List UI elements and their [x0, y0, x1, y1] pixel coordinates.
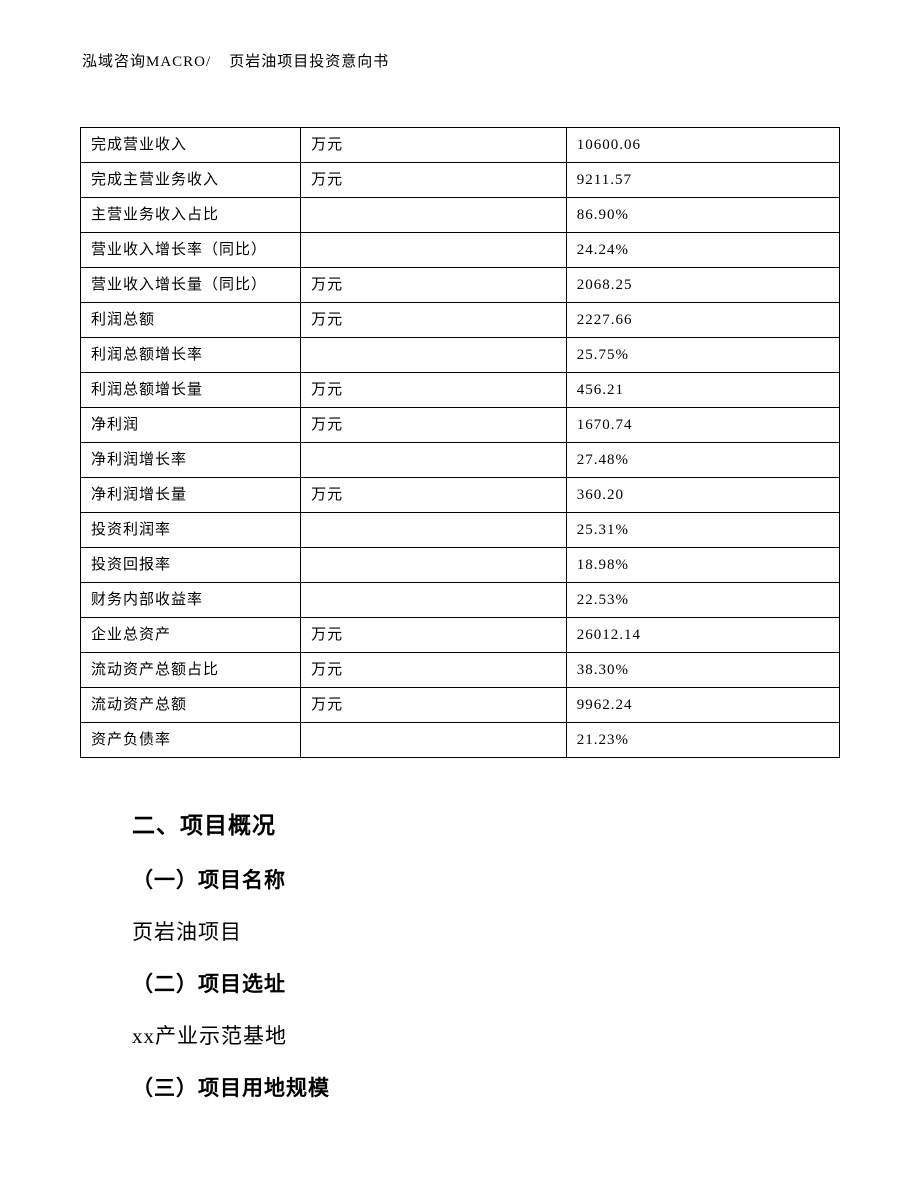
- page: 泓域咨询MACRO/页岩油项目投资意向书 完成营业收入 万元 10600.06 …: [0, 0, 920, 1191]
- cell-unit: 万元: [301, 688, 567, 723]
- sub-heading-2: （二）项目选址: [132, 968, 800, 998]
- cell-label: 流动资产总额: [81, 688, 301, 723]
- cell-label: 净利润: [81, 408, 301, 443]
- paragraph: xx产业示范基地: [132, 1020, 800, 1050]
- cell-value: 24.24%: [566, 233, 839, 268]
- cell-label: 完成主营业务收入: [81, 163, 301, 198]
- cell-value: 21.23%: [566, 723, 839, 758]
- cell-unit: [301, 198, 567, 233]
- table-row: 财务内部收益率 22.53%: [81, 583, 840, 618]
- cell-label: 投资回报率: [81, 548, 301, 583]
- cell-value: 2227.66: [566, 303, 839, 338]
- cell-label: 投资利润率: [81, 513, 301, 548]
- header-left: 泓域咨询MACRO/: [82, 54, 211, 70]
- cell-unit: 万元: [301, 268, 567, 303]
- table-row: 主营业务收入占比 86.90%: [81, 198, 840, 233]
- cell-value: 9962.24: [566, 688, 839, 723]
- cell-label: 流动资产总额占比: [81, 653, 301, 688]
- cell-value: 9211.57: [566, 163, 839, 198]
- cell-unit: 万元: [301, 373, 567, 408]
- cell-value: 25.31%: [566, 513, 839, 548]
- section-heading: 二、项目概况: [132, 806, 800, 840]
- sub-heading-1: （一）项目名称: [132, 864, 800, 894]
- sub-heading-3: （三）项目用地规模: [132, 1072, 800, 1102]
- table-row: 流动资产总额 万元 9962.24: [81, 688, 840, 723]
- paragraph: 页岩油项目: [132, 916, 800, 946]
- cell-value: 2068.25: [566, 268, 839, 303]
- cell-value: 38.30%: [566, 653, 839, 688]
- table-row: 完成营业收入 万元 10600.06: [81, 128, 840, 163]
- cell-label: 利润总额: [81, 303, 301, 338]
- table-row: 利润总额 万元 2227.66: [81, 303, 840, 338]
- header-right: 页岩油项目投资意向书: [229, 54, 389, 70]
- table-row: 营业收入增长量（同比） 万元 2068.25: [81, 268, 840, 303]
- table-row: 企业总资产 万元 26012.14: [81, 618, 840, 653]
- cell-label: 营业收入增长量（同比）: [81, 268, 301, 303]
- cell-value: 22.53%: [566, 583, 839, 618]
- cell-label: 主营业务收入占比: [81, 198, 301, 233]
- cell-unit: 万元: [301, 618, 567, 653]
- cell-label: 利润总额增长量: [81, 373, 301, 408]
- table-row: 流动资产总额占比 万元 38.30%: [81, 653, 840, 688]
- table-row: 完成主营业务收入 万元 9211.57: [81, 163, 840, 198]
- cell-unit: [301, 233, 567, 268]
- table-row: 利润总额增长量 万元 456.21: [81, 373, 840, 408]
- cell-unit: [301, 548, 567, 583]
- cell-label: 净利润增长量: [81, 478, 301, 513]
- cell-value: 26012.14: [566, 618, 839, 653]
- cell-unit: [301, 443, 567, 478]
- cell-unit: [301, 723, 567, 758]
- table-row: 净利润增长量 万元 360.20: [81, 478, 840, 513]
- table-row: 营业收入增长率（同比） 24.24%: [81, 233, 840, 268]
- table-row: 投资回报率 18.98%: [81, 548, 840, 583]
- cell-unit: [301, 338, 567, 373]
- cell-label: 完成营业收入: [81, 128, 301, 163]
- table-row: 资产负债率 21.23%: [81, 723, 840, 758]
- cell-value: 25.75%: [566, 338, 839, 373]
- cell-unit: 万元: [301, 303, 567, 338]
- cell-label: 资产负债率: [81, 723, 301, 758]
- cell-value: 18.98%: [566, 548, 839, 583]
- cell-value: 456.21: [566, 373, 839, 408]
- table-row: 净利润 万元 1670.74: [81, 408, 840, 443]
- cell-unit: [301, 583, 567, 618]
- cell-unit: 万元: [301, 128, 567, 163]
- cell-value: 86.90%: [566, 198, 839, 233]
- cell-unit: [301, 513, 567, 548]
- cell-label: 企业总资产: [81, 618, 301, 653]
- table-row: 净利润增长率 27.48%: [81, 443, 840, 478]
- cell-value: 10600.06: [566, 128, 839, 163]
- cell-value: 1670.74: [566, 408, 839, 443]
- cell-value: 27.48%: [566, 443, 839, 478]
- page-header: 泓域咨询MACRO/页岩油项目投资意向书: [82, 50, 840, 71]
- cell-label: 净利润增长率: [81, 443, 301, 478]
- cell-value: 360.20: [566, 478, 839, 513]
- cell-label: 营业收入增长率（同比）: [81, 233, 301, 268]
- cell-unit: 万元: [301, 478, 567, 513]
- cell-unit: 万元: [301, 653, 567, 688]
- cell-label: 财务内部收益率: [81, 583, 301, 618]
- cell-unit: 万元: [301, 408, 567, 443]
- cell-unit: 万元: [301, 163, 567, 198]
- table-row: 利润总额增长率 25.75%: [81, 338, 840, 373]
- cell-label: 利润总额增长率: [81, 338, 301, 373]
- financial-table: 完成营业收入 万元 10600.06 完成主营业务收入 万元 9211.57 主…: [80, 127, 840, 758]
- table-row: 投资利润率 25.31%: [81, 513, 840, 548]
- body-text: 二、项目概况 （一）项目名称 页岩油项目 （二）项目选址 xx产业示范基地 （三…: [80, 806, 840, 1102]
